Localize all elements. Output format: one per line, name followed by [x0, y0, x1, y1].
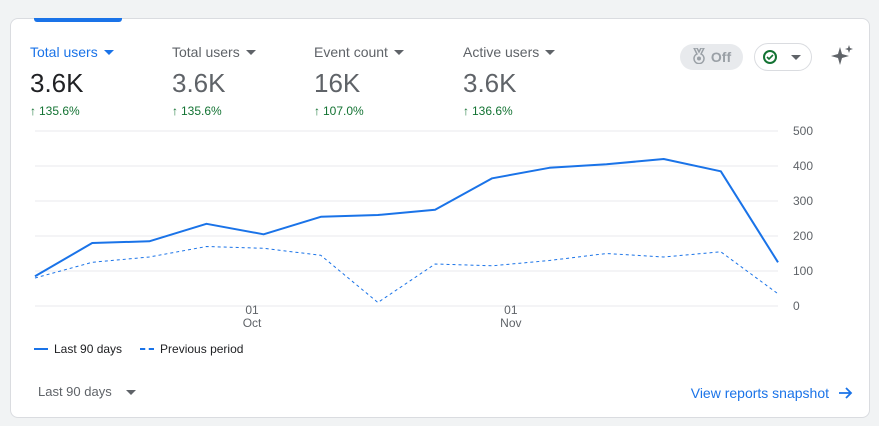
date-range-select[interactable]: Last 90 days [38, 384, 136, 399]
chart-legend: Last 90 days Previous period [34, 342, 243, 356]
metric-label: Active users [463, 44, 540, 60]
x-tick-month: Nov [500, 316, 521, 330]
overview-card [10, 18, 870, 418]
metric-value: 16K [314, 68, 361, 98]
caret-down-icon[interactable] [393, 50, 404, 55]
metric-change: ↑ 107.0% [314, 104, 364, 118]
caret-down-icon[interactable] [245, 50, 256, 55]
last-90-days-series-line [34, 158, 779, 278]
view-reports-snapshot-link[interactable]: View reports snapshot [691, 385, 853, 401]
metric-change: ↑ 135.6% [172, 104, 222, 118]
legend-item-previous-period: Previous period [140, 342, 243, 356]
metric-value: 3.6K [30, 68, 84, 98]
metric-value: 3.6K [172, 68, 226, 98]
medal-icon [692, 46, 706, 67]
sparkle-icon[interactable] [830, 44, 854, 68]
caret-down-icon[interactable] [103, 50, 114, 55]
metric-value: 3.6K [463, 68, 517, 98]
caret-down-icon[interactable] [545, 50, 556, 55]
x-tick-day: 01 [245, 303, 259, 317]
arrow-up-icon: ↑ [30, 104, 36, 118]
metric-tab-total-users-1[interactable]: Total users 3.6K ↑ 135.6% [30, 44, 114, 118]
y-tick-label: 0 [793, 299, 800, 313]
metric-tab-active-users[interactable]: Active users 3.6K ↑ 136.6% [463, 44, 556, 118]
y-tick-label: 200 [793, 229, 813, 243]
legend-item-last-90-days: Last 90 days [34, 342, 122, 356]
date-range-label: Last 90 days [38, 384, 112, 399]
arrow-up-icon: ↑ [463, 104, 469, 118]
metric-label: Event count [314, 44, 388, 60]
y-tick-label: 300 [793, 194, 813, 208]
metric-label: Total users [172, 44, 240, 60]
metric-tab-total-users-2[interactable]: Total users 3.6K ↑ 135.6% [172, 44, 256, 118]
arrow-up-icon: ↑ [172, 104, 178, 118]
y-tick-label: 400 [793, 159, 813, 173]
metric-label: Total users [30, 44, 98, 60]
arrow-up-icon: ↑ [314, 104, 320, 118]
caret-down-icon [791, 55, 801, 60]
metric-change: ↑ 136.6% [463, 104, 513, 118]
data-quality-select[interactable] [754, 43, 812, 71]
x-tick-month: Oct [243, 316, 262, 330]
x-tick-day: 01 [504, 303, 518, 317]
caret-down-icon [125, 389, 136, 395]
legend-solid-line [34, 348, 48, 350]
active-tab-indicator [34, 18, 122, 22]
metric-tab-event-count[interactable]: Event count 16K ↑ 107.0% [314, 44, 404, 118]
benchmark-toggle[interactable]: Off [680, 44, 743, 70]
toggle-label: Off [710, 49, 732, 65]
arrow-right-icon [839, 387, 853, 399]
check-circle-icon [763, 50, 777, 64]
y-tick-label: 500 [793, 124, 813, 138]
metric-change: ↑ 135.6% [30, 104, 80, 118]
y-tick-label: 100 [793, 264, 813, 278]
legend-dashed-line [140, 348, 155, 350]
previous-period-series-line [34, 246, 779, 303]
